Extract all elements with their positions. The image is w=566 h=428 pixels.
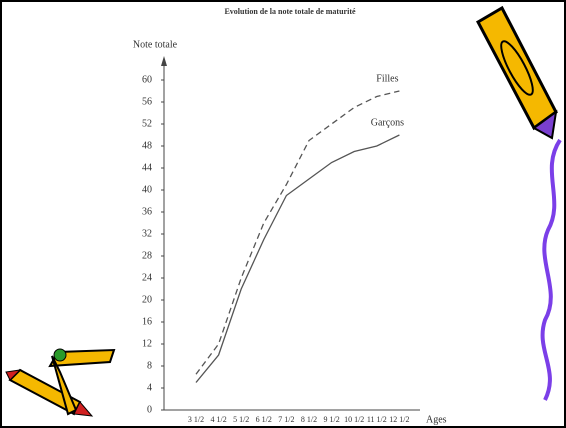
- y-tick-label: 48: [142, 140, 152, 151]
- y-tick-label: 32: [142, 228, 152, 239]
- y-tick-label: 28: [142, 250, 152, 261]
- x-tick-label: 7 1/2: [278, 415, 294, 424]
- x-tick-label: 12 1/2: [389, 415, 409, 424]
- x-tick-label: 9 1/2: [323, 415, 339, 424]
- series-label: Garçons: [371, 117, 404, 128]
- y-tick-label: 44: [142, 162, 152, 173]
- y-tick-label: 52: [142, 118, 152, 129]
- page: Evolution de la note totale de maturité …: [0, 0, 566, 428]
- x-tick-label: 6 1/2: [256, 415, 272, 424]
- x-tick-label: 10 1/2: [344, 415, 364, 424]
- y-axis-label: Note totale: [133, 39, 178, 50]
- x-tick-label: 4 1/2: [210, 415, 226, 424]
- x-tick-label: 5 1/2: [233, 415, 249, 424]
- y-tick-label: 16: [142, 316, 152, 327]
- x-tick-label: 11 1/2: [367, 415, 387, 424]
- y-tick-label: 12: [142, 338, 152, 349]
- x-tick-label: 8 1/2: [301, 415, 317, 424]
- slide: Evolution de la note totale de maturité …: [0, 0, 566, 428]
- x-tick-label: 3 1/2: [188, 415, 204, 424]
- y-tick-label: 0: [147, 404, 152, 415]
- y-tick-label: 24: [142, 272, 152, 283]
- series-label: Filles: [376, 73, 398, 84]
- y-tick-label: 56: [142, 96, 152, 107]
- y-tick-label: 36: [142, 206, 152, 217]
- y-tick-label: 40: [142, 184, 152, 195]
- y-tick-label: 60: [142, 74, 152, 85]
- x-axis-label: Ages: [426, 414, 447, 425]
- y-tick-label: 4: [147, 382, 152, 393]
- y-tick-label: 8: [147, 360, 152, 371]
- y-tick-label: 20: [142, 294, 152, 305]
- chart-title: Evolution de la note totale de maturité: [224, 7, 356, 16]
